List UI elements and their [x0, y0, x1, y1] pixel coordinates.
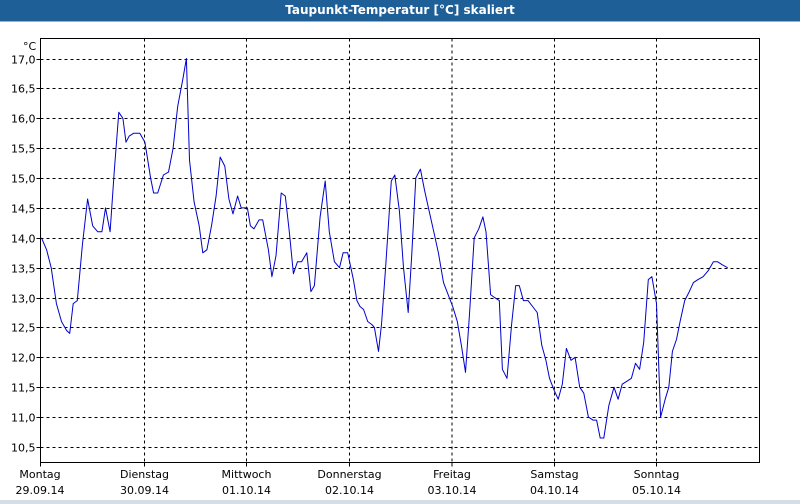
y-tick-label: 17,0 [11, 54, 36, 67]
x-tick-day-label: Dienstag [120, 468, 169, 481]
y-tick-label: 15,0 [11, 173, 36, 186]
x-tick-day-label: Sonntag [634, 468, 680, 481]
y-tick-label: 16,5 [11, 83, 36, 96]
line-chart: 10,5 11,0 11,5 12,0 12,5 13,0 13,5 14,0 14,5 15,0… [11, 38, 760, 497]
window-title: Taupunkt-Temperatur [°C] skaliert [0, 0, 800, 22]
plot-area: 10,5 11,0 11,5 12,0 12,5 13,0 13,5 14,0 14,5 15,0… [0, 22, 800, 500]
x-axis-ticks: Montag 29.09.14 Dienstag 30.09.14 Mittwoch 01… [16, 462, 681, 497]
x-tick-day-label: Freitag [433, 468, 471, 481]
x-tick-day-label: Samstag [530, 468, 578, 481]
y-tick-label: 13,5 [11, 263, 36, 276]
x-tick-date-label: 05.10.14 [632, 484, 681, 497]
y-tick-label: 14,0 [11, 233, 36, 246]
y-axis-unit-label: °C [23, 40, 37, 53]
y-tick-label: 12,5 [11, 322, 36, 335]
y-tick-label: 11,5 [11, 382, 36, 395]
x-tick-date-label: 01.10.14 [222, 484, 271, 497]
y-tick-label: 13,0 [11, 293, 36, 306]
x-tick-date-label: 29.09.14 [16, 484, 65, 497]
plot-frame [40, 38, 760, 463]
y-tick-label: 10,5 [11, 442, 36, 455]
x-tick-date-label: 03.10.14 [428, 484, 477, 497]
x-tick-date-label: 30.09.14 [120, 484, 169, 497]
x-tick-day-label: Montag [19, 468, 60, 481]
x-tick-date-label: 02.10.14 [325, 484, 374, 497]
y-tick-label: 14,5 [11, 203, 36, 216]
y-tick-label: 15,5 [11, 143, 36, 156]
y-tick-label: 16,0 [11, 113, 36, 126]
y-tick-label: 11,0 [11, 412, 36, 425]
x-tick-day-label: Mittwoch [222, 468, 272, 481]
x-tick-date-label: 04.10.14 [530, 484, 579, 497]
x-tick-day-label: Donnerstag [317, 468, 381, 481]
series-line [41, 58, 728, 439]
y-tick-label: 12,0 [11, 352, 36, 365]
data-series [41, 58, 728, 439]
y-axis-ticks: 10,5 11,0 11,5 12,0 12,5 13,0 13,5 14,0 14,5 15,0… [11, 54, 41, 455]
grid-lines [40, 38, 760, 463]
